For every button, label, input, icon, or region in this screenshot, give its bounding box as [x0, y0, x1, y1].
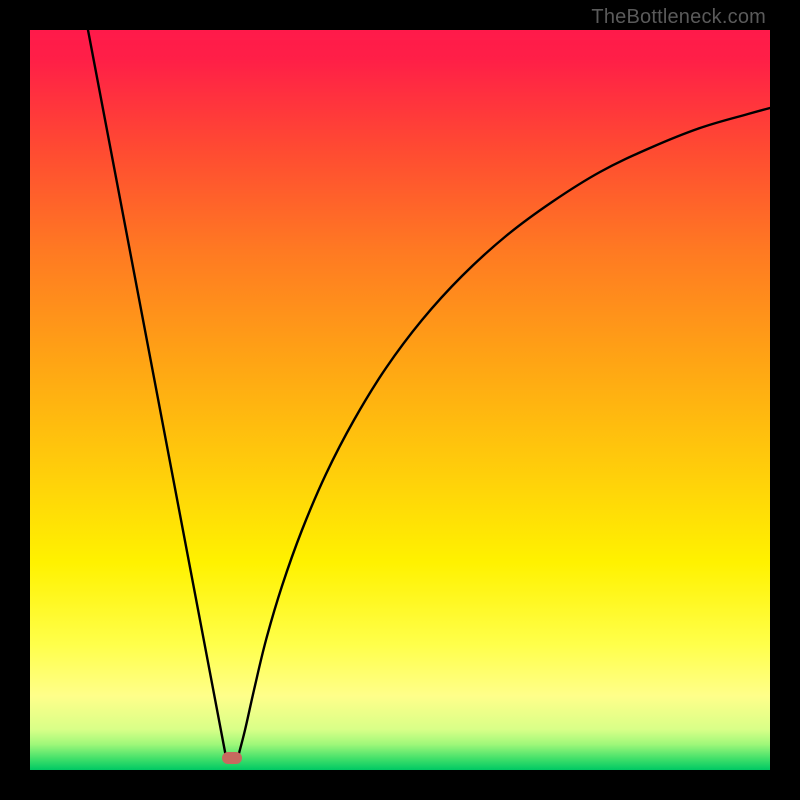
watermark-text: TheBottleneck.com	[591, 6, 766, 29]
curve-left-branch	[88, 30, 226, 757]
min-marker	[222, 752, 242, 764]
chart-frame: TheBottleneck.com	[0, 0, 800, 800]
plot-area	[30, 30, 770, 770]
curve-layer	[30, 30, 770, 770]
curve-right-branch	[238, 108, 770, 757]
